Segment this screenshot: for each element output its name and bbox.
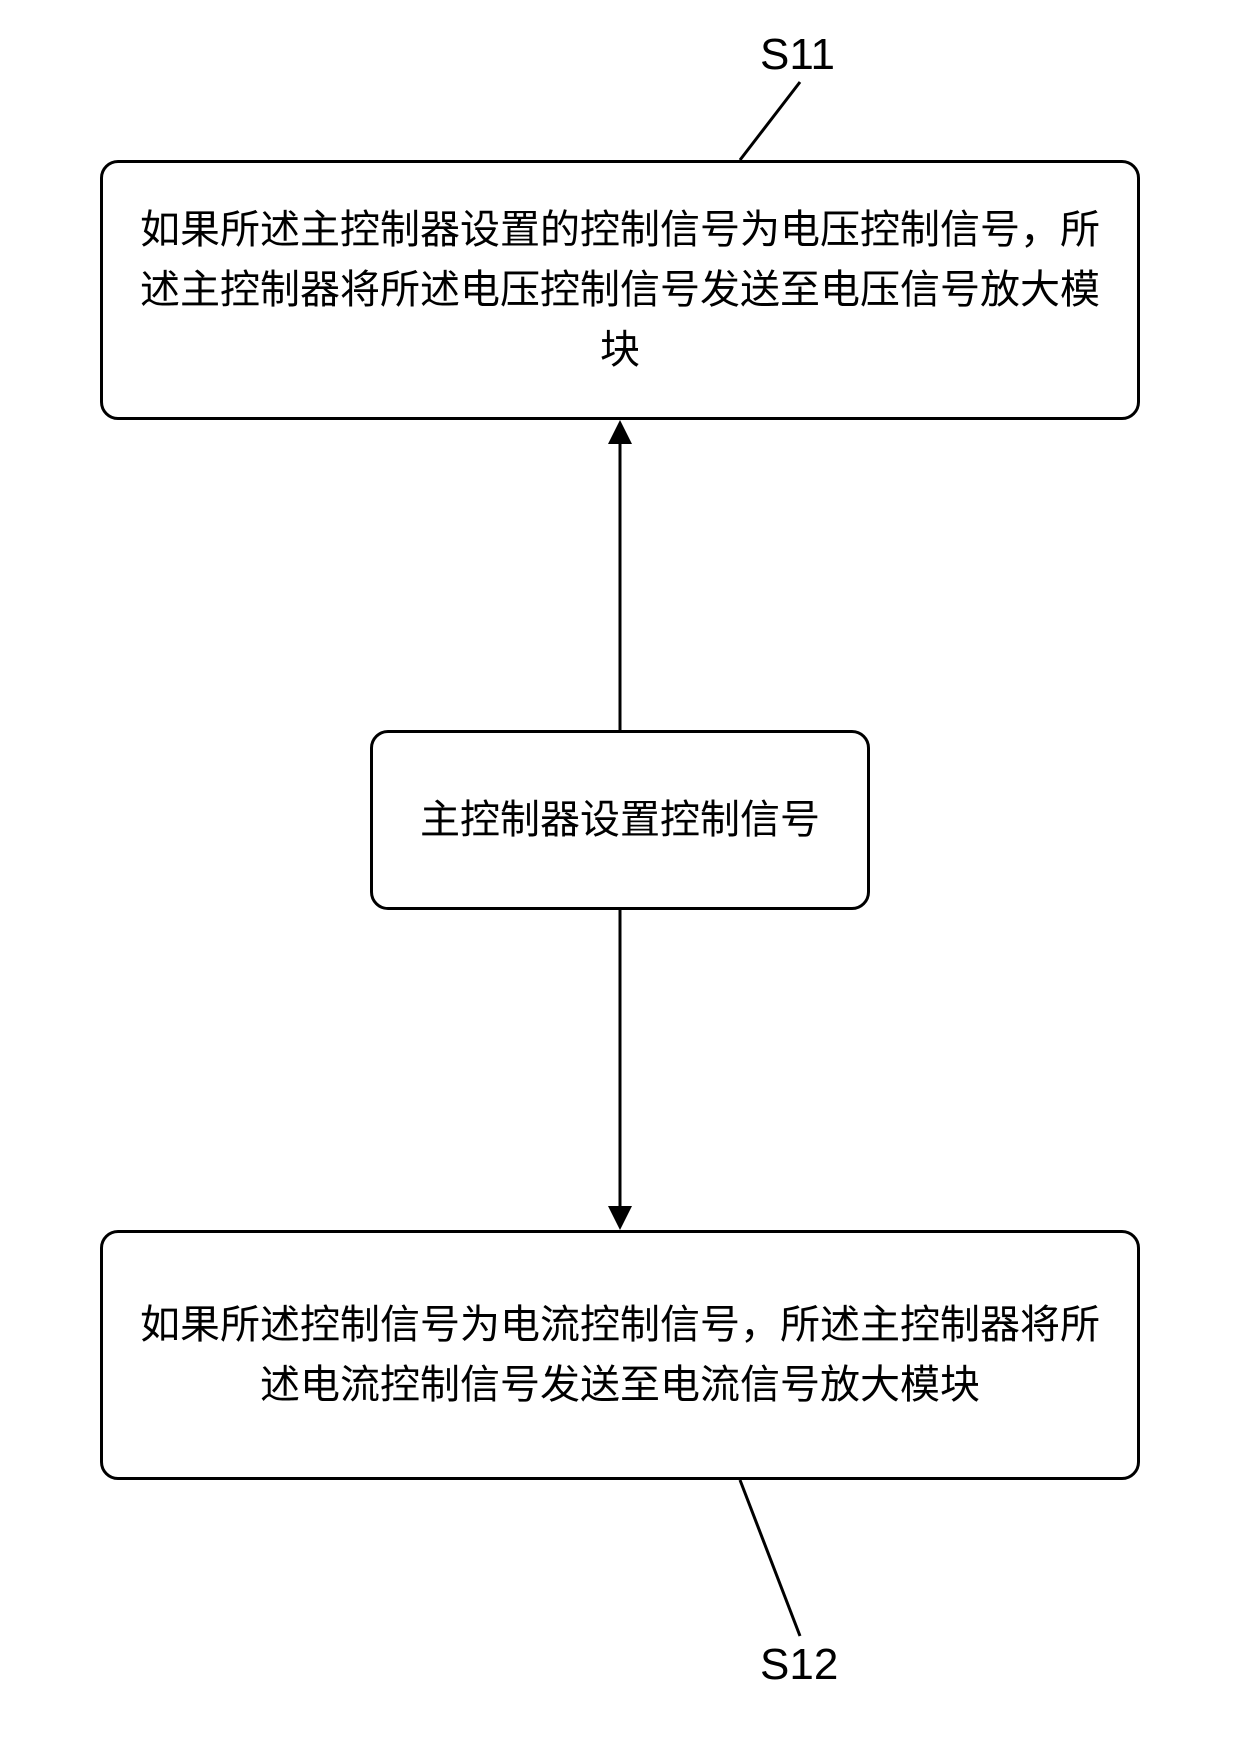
step-label-s12-line (0, 0, 1240, 1756)
flowchart-canvas: S11 如果所述主控制器设置的控制信号为电压控制信号，所述主控制器将所述电压控制… (0, 0, 1240, 1756)
step-label-s12: S12 (760, 1640, 838, 1690)
